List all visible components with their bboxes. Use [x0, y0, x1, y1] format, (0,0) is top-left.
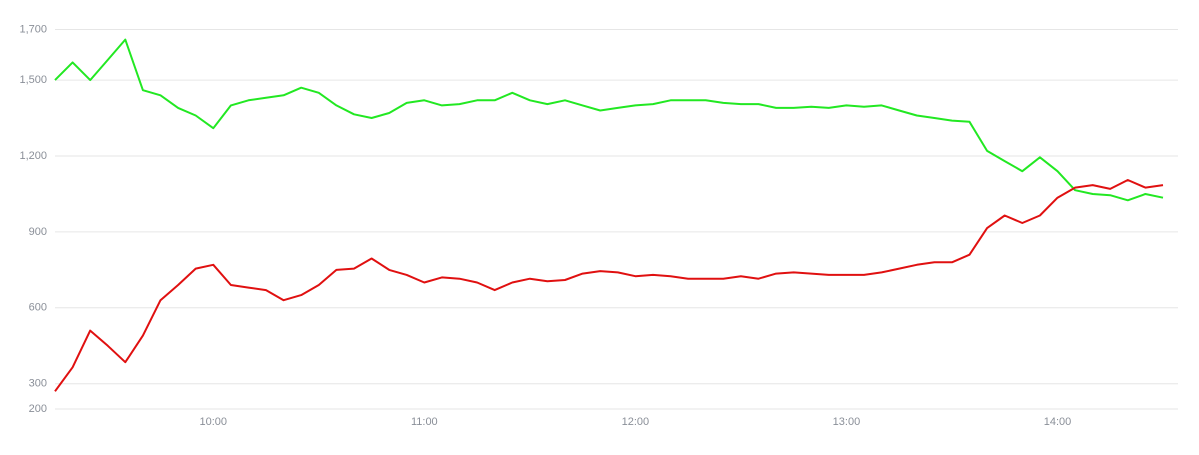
x-tick-label: 14:00: [1044, 416, 1072, 428]
y-tick-label: 1,700: [19, 23, 47, 35]
y-tick-label: 200: [29, 403, 47, 415]
x-tick-label: 12:00: [622, 416, 650, 428]
y-tick-label: 1,200: [19, 150, 47, 162]
y-tick-label: 900: [29, 226, 47, 238]
y-tick-label: 300: [29, 378, 47, 390]
x-tick-label: 13:00: [833, 416, 861, 428]
line-series: [54, 38, 1164, 202]
y-tick-label: 1,500: [19, 74, 47, 86]
y-tick-label: 600: [29, 302, 47, 314]
x-tick-label: 10:00: [200, 416, 228, 428]
line-series: [54, 179, 1164, 392]
x-tick-label: 11:00: [411, 416, 438, 428]
